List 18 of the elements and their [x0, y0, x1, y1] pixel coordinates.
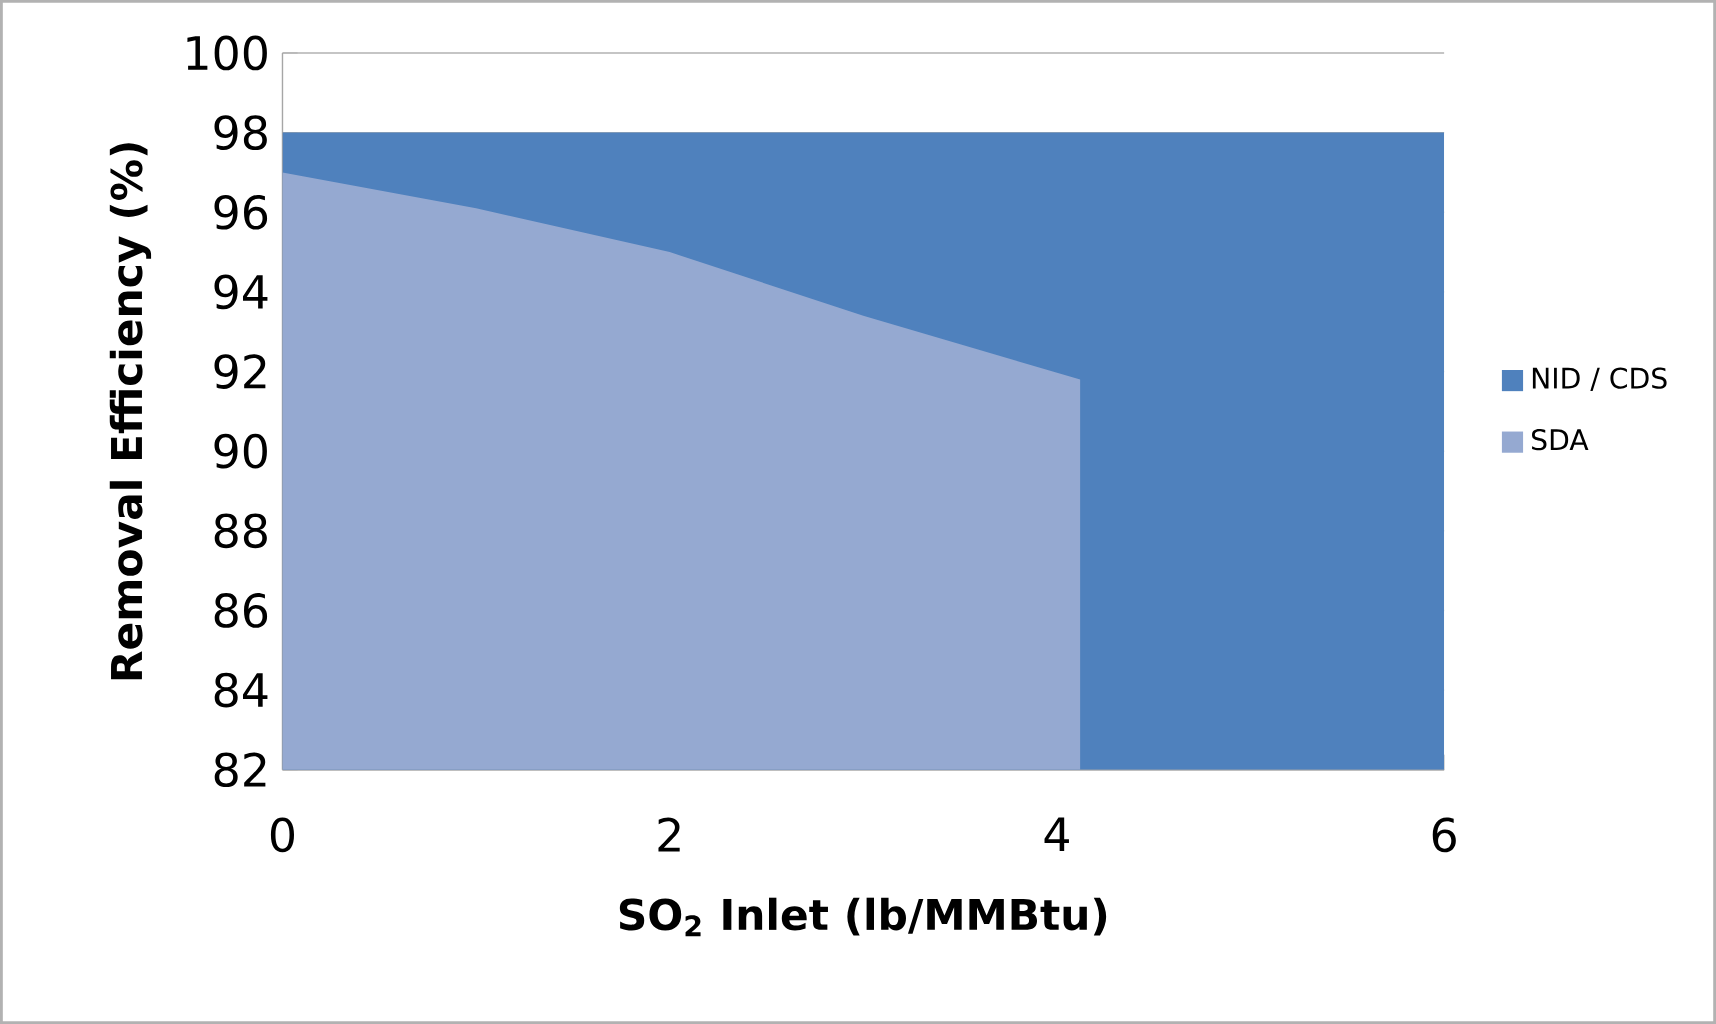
x-tick-label: 6 — [1432, 817, 1456, 853]
y-tick-label: 92 — [214, 354, 266, 389]
x-tick-label: 4 — [1044, 817, 1069, 851]
x-axis-title: SO$_{2}$ Inlet (lb/MMBtu) — [619, 897, 1107, 937]
x-tick-label: 2 — [658, 817, 680, 852]
y-tick-label: 100 — [187, 35, 267, 71]
y-axis-title: Removal Efficiency (%) — [109, 143, 152, 680]
y-tick-label: 86 — [214, 593, 268, 628]
y-tick-label: 82 — [214, 752, 266, 788]
y-tick-label: 88 — [214, 513, 267, 549]
y-tick-label: 96 — [214, 194, 268, 230]
legend-label: SDA — [1532, 429, 1589, 451]
y-tick-label: 98 — [214, 115, 267, 150]
y-tick-label: 84 — [214, 672, 268, 708]
y-tick-label: 90 — [214, 433, 267, 469]
x-tick-label: 0 — [270, 817, 295, 853]
legend-label: NID / CDS — [1532, 367, 1667, 392]
y-tick-label: 94 — [214, 274, 268, 310]
